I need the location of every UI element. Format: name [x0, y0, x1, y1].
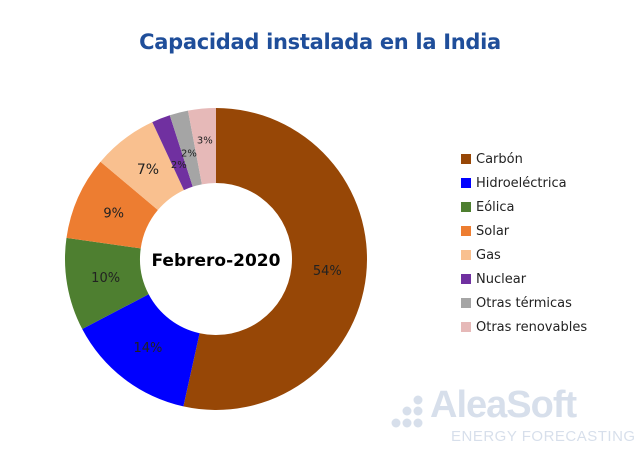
legend-label: Gas	[476, 247, 501, 263]
donut-slice	[66, 161, 158, 249]
legend-swatch	[461, 250, 471, 260]
slice-label: 54%	[313, 264, 342, 279]
donut-slice	[183, 108, 367, 410]
donut-slice	[152, 115, 193, 191]
slice-label: 3%	[197, 136, 213, 147]
watermark-brand: AleaSoft	[430, 384, 577, 426]
slice-label: 10%	[91, 271, 120, 286]
donut-slice	[82, 294, 200, 407]
legend-item-otras-renovables: Otras renovables	[461, 315, 587, 339]
legend-item-nuclear: Nuclear	[461, 267, 587, 291]
aleasoft-watermark: AleaSoft ENERGY FORECASTING	[388, 384, 638, 446]
watermark-tagline: ENERGY FORECASTING	[451, 428, 636, 445]
legend-item-gas: Gas	[461, 243, 587, 267]
slice-label: 14%	[133, 341, 162, 356]
legend-swatch	[461, 322, 471, 332]
donut-slice	[187, 108, 216, 185]
legend-label: Eólica	[476, 199, 515, 215]
legend-item-solar: Solar	[461, 219, 587, 243]
center-label: Febrero-2020	[152, 251, 281, 271]
logo-dots-icon	[391, 395, 423, 428]
legend-swatch	[461, 202, 471, 212]
legend-label: Otras renovables	[476, 319, 588, 335]
legend-label: Otras térmicas	[476, 295, 572, 311]
legend-swatch	[461, 154, 471, 164]
slice-label: 7%	[137, 162, 159, 178]
slice-label: 9%	[103, 206, 124, 221]
legend-item-otras-termicas: Otras térmicas	[461, 291, 587, 315]
legend-item-hidroelectrica: Hidroeléctrica	[461, 171, 587, 195]
legend-label: Solar	[476, 223, 510, 239]
legend-swatch	[461, 274, 471, 284]
donut-slices	[64, 108, 367, 410]
slice-labels: 54%14%10%9%7% 2%2%3%	[91, 136, 342, 356]
legend-label: Nuclear	[476, 271, 527, 287]
donut-slice	[64, 237, 149, 330]
donut-slice	[169, 110, 202, 187]
donut-slice	[100, 122, 184, 211]
slice-label: 2%	[171, 160, 187, 171]
slice-label: 2%	[181, 148, 197, 159]
legend-swatch	[461, 226, 471, 236]
legend-item-eolica: Eólica	[461, 195, 587, 219]
legend-swatch	[461, 298, 471, 308]
legend-label: Carbón	[476, 151, 523, 167]
legend-label: Hidroeléctrica	[476, 175, 567, 191]
chart-title: Capacidad instalada en la India	[139, 30, 501, 54]
legend: Carbón Hidroeléctrica Eólica Solar Gas N…	[461, 147, 587, 339]
legend-item-carbon: Carbón	[461, 147, 587, 171]
legend-swatch	[461, 178, 471, 188]
